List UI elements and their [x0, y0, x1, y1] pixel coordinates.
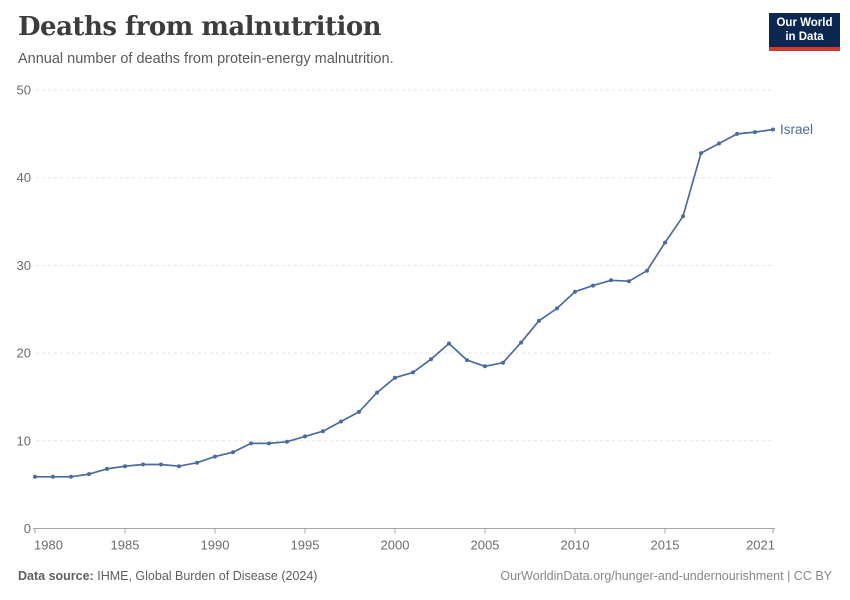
x-tick-label: 1990: [201, 538, 230, 553]
owid-logo[interactable]: Our World in Data: [769, 13, 840, 51]
x-tick-label: 2021: [746, 538, 775, 553]
data-point-marker: [33, 474, 37, 479]
x-tick-label: 2010: [561, 538, 590, 553]
data-point-marker: [699, 151, 703, 156]
y-tick-label: 50: [17, 83, 31, 98]
y-tick-label: 40: [17, 170, 31, 185]
data-point-marker: [465, 358, 469, 363]
data-point-marker: [357, 409, 361, 414]
data-point-marker: [645, 268, 649, 273]
y-tick-label: 20: [17, 346, 31, 361]
data-point-marker: [69, 474, 73, 479]
chart-footer: Data source: IHME, Global Burden of Dise…: [18, 569, 832, 583]
data-point-marker: [141, 462, 145, 467]
data-source-label: Data source:: [18, 569, 94, 583]
data-point-marker: [555, 306, 559, 311]
owid-logo-line1: Our World: [776, 17, 833, 29]
data-point-marker: [771, 127, 775, 132]
data-point-marker: [573, 289, 577, 294]
data-point-marker: [285, 439, 289, 444]
data-point-marker: [213, 454, 217, 459]
data-source: Data source: IHME, Global Burden of Dise…: [18, 569, 317, 583]
footer-link[interactable]: OurWorldinData.org/hunger-and-undernouri…: [500, 569, 832, 583]
data-point-marker: [159, 462, 163, 467]
data-point-marker: [123, 464, 127, 469]
data-point-marker: [483, 364, 487, 369]
data-point-marker: [393, 375, 397, 380]
x-tick-label: 1985: [111, 538, 140, 553]
x-tick-label: 2005: [471, 538, 500, 553]
data-point-marker: [591, 283, 595, 288]
data-point-marker: [735, 131, 739, 136]
x-tick-label: 1995: [291, 538, 320, 553]
y-tick-label: 30: [17, 258, 31, 273]
data-point-marker: [717, 141, 721, 146]
data-point-marker: [753, 130, 757, 135]
y-tick-label: 0: [24, 521, 31, 536]
data-point-marker: [51, 474, 55, 479]
data-point-marker: [267, 441, 271, 446]
data-point-marker: [537, 318, 541, 323]
x-tick-label: 2000: [381, 538, 410, 553]
data-point-marker: [411, 370, 415, 375]
data-point-marker: [627, 279, 631, 284]
data-point-marker: [501, 360, 505, 365]
data-point-marker: [681, 214, 685, 219]
data-point-marker: [609, 278, 613, 283]
data-point-marker: [375, 390, 379, 395]
data-point-marker: [321, 429, 325, 434]
data-source-value: IHME, Global Burden of Disease (2024): [97, 569, 318, 583]
owid-logo-line2: in Data: [785, 30, 824, 43]
data-point-marker: [447, 341, 451, 346]
page-title: Deaths from malnutrition: [18, 12, 382, 42]
x-tick-label: 2015: [651, 538, 680, 553]
data-point-marker: [663, 240, 667, 245]
data-point-marker: [87, 472, 91, 477]
data-point-marker: [429, 357, 433, 362]
y-tick-label: 10: [17, 433, 31, 448]
data-point-marker: [519, 340, 523, 345]
data-point-marker: [105, 466, 109, 471]
data-point-marker: [195, 460, 199, 465]
x-tick-label: 1980: [34, 538, 63, 553]
data-point-marker: [303, 434, 307, 439]
data-point-marker: [339, 419, 343, 424]
data-point-marker: [177, 464, 181, 469]
data-point-marker: [249, 441, 253, 446]
page-subtitle: Annual number of deaths from protein-ene…: [18, 51, 394, 67]
data-point-marker: [231, 450, 235, 455]
series-label-israel: Israel: [780, 122, 813, 137]
israel-line-series: [34, 128, 774, 478]
